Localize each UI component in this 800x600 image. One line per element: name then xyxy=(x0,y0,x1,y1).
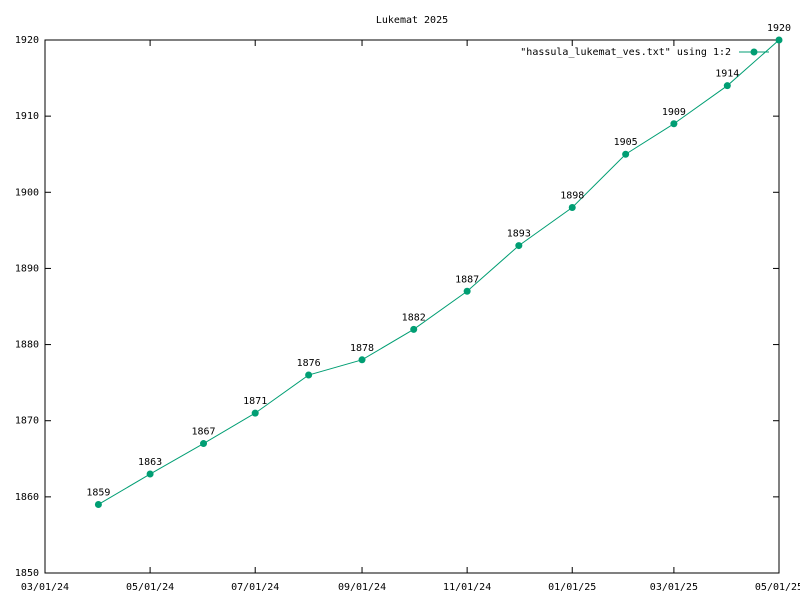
data-label: 1920 xyxy=(767,23,791,34)
data-point xyxy=(94,500,102,508)
data-point xyxy=(251,409,259,417)
data-label: 1863 xyxy=(138,457,162,468)
y-tick-label: 1920 xyxy=(15,35,39,46)
y-tick-label: 1850 xyxy=(15,568,39,579)
plot-border xyxy=(44,39,780,574)
data-label: 1887 xyxy=(455,274,479,285)
data-label: 1882 xyxy=(402,312,426,323)
data-point xyxy=(622,150,630,158)
data-label: 1898 xyxy=(560,191,584,202)
data-label: 1893 xyxy=(507,229,531,240)
y-tick-label: 1870 xyxy=(15,416,39,427)
y-tick-label: 1880 xyxy=(15,340,39,351)
data-point xyxy=(723,82,731,90)
legend-marker xyxy=(750,48,758,56)
chart-title: Lukemat 2025 xyxy=(376,15,448,26)
data-point xyxy=(568,204,576,212)
x-tick-label: 09/01/24 xyxy=(338,582,386,593)
data-label: 1905 xyxy=(614,137,638,148)
data-point xyxy=(775,36,783,44)
x-tick-label: 11/01/24 xyxy=(443,582,491,593)
data-label: 1867 xyxy=(191,427,215,438)
data-line xyxy=(98,39,780,505)
data-point xyxy=(515,242,523,250)
y-tick-label: 1860 xyxy=(15,492,39,503)
x-tick-label: 07/01/24 xyxy=(231,582,279,593)
data-point xyxy=(146,470,154,478)
data-point xyxy=(410,325,418,333)
data-label: 1878 xyxy=(350,343,374,354)
data-point xyxy=(358,356,366,364)
x-tick-label: 05/01/24 xyxy=(126,582,174,593)
y-tick-label: 1890 xyxy=(15,263,39,274)
y-tick-label: 1910 xyxy=(15,111,39,122)
data-label: 1876 xyxy=(297,358,321,369)
data-label: 1914 xyxy=(715,69,739,80)
data-point xyxy=(670,120,678,128)
legend-label: "hassula_lukemat_ves.txt" using 1:2 xyxy=(520,47,731,58)
y-tick-label: 1900 xyxy=(15,187,39,198)
x-tick-label: 03/01/24 xyxy=(21,582,69,593)
data-label: 1909 xyxy=(662,107,686,118)
x-tick-label: 03/01/25 xyxy=(650,582,698,593)
x-tick-label: 05/01/25 xyxy=(755,582,800,593)
data-point xyxy=(200,440,208,448)
data-label: 1859 xyxy=(86,487,110,498)
x-tick-label: 01/01/25 xyxy=(548,582,596,593)
data-label: 1871 xyxy=(243,396,267,407)
data-point xyxy=(463,287,471,295)
data-point xyxy=(305,371,313,379)
